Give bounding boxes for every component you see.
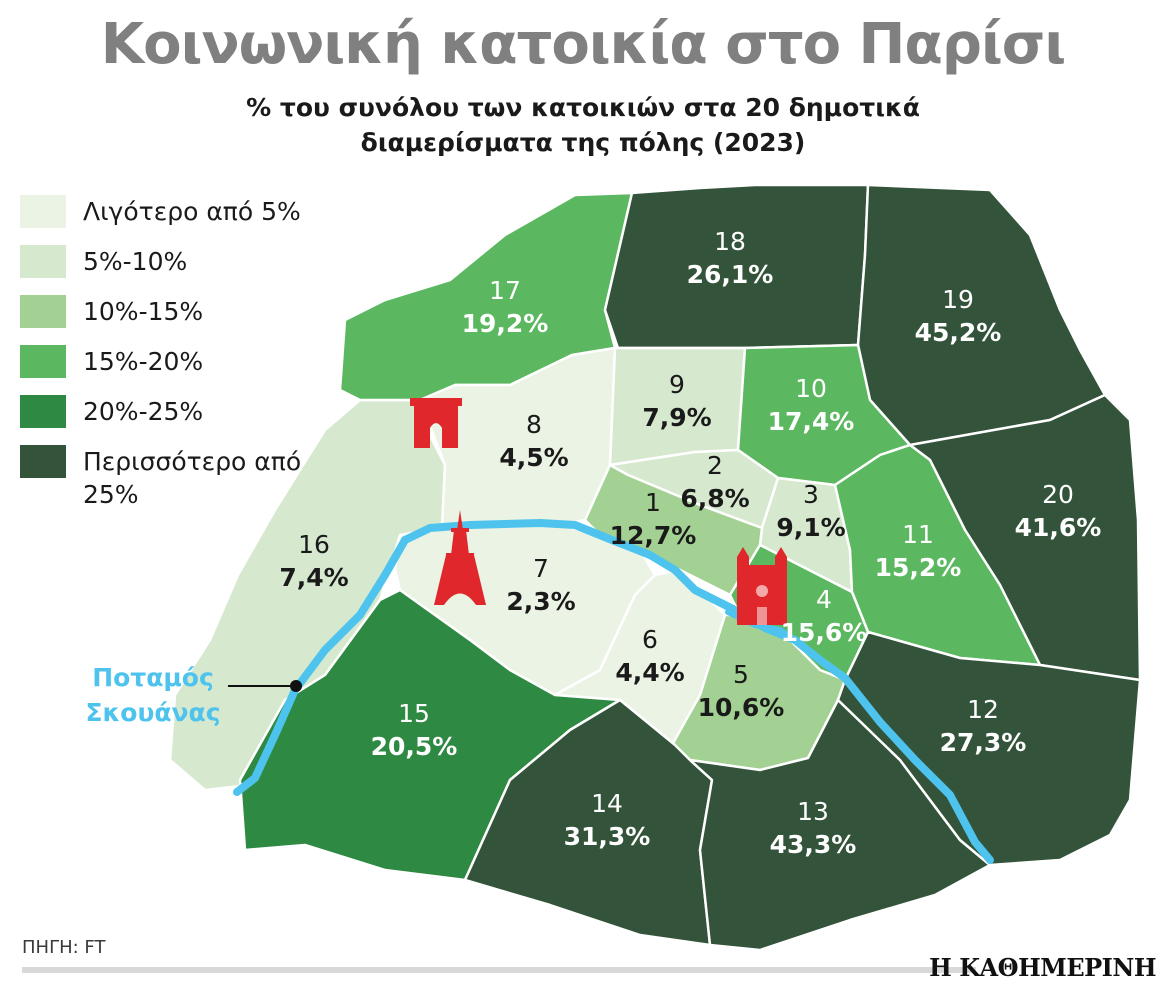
legend-item: 15%-20%	[20, 345, 323, 395]
arr-2-value: 6,8%	[680, 484, 749, 513]
arr-14-number: 14	[591, 789, 623, 818]
arr-8-value: 4,5%	[499, 443, 568, 472]
arr-15-number: 15	[398, 699, 430, 728]
arr-1-number: 1	[645, 488, 661, 517]
arr-12-value: 27,3%	[940, 728, 1027, 757]
arr-10-value: 17,4%	[768, 407, 855, 436]
notre-dame-icon	[737, 547, 787, 625]
publisher-logo: Η ΚΑΘΗΜΕΡΙΝΗ	[929, 953, 1156, 982]
legend-item: 5%-10%	[20, 245, 323, 295]
legend-swatch	[20, 395, 66, 428]
arr-16-number: 16	[298, 530, 330, 559]
arr-11-region	[833, 443, 1042, 667]
arr-2-number: 2	[707, 451, 723, 480]
river-pointer-dot	[290, 680, 302, 692]
arr-3-value: 9,1%	[776, 513, 845, 542]
legend-item: 20%-25%	[20, 395, 323, 445]
arr-7-value: 2,3%	[506, 587, 575, 616]
arr-14-region	[463, 698, 714, 947]
arr-3-number: 3	[803, 480, 819, 509]
arr-18-number: 18	[714, 227, 746, 256]
river-label-line-2: Σκουάνας	[85, 698, 220, 727]
arr-17-value: 19,2%	[462, 309, 549, 338]
arr-19-region	[856, 183, 1107, 447]
legend: Λιγότερο από 5% 5%-10% 10%-15% 15%-20% 2…	[20, 195, 323, 509]
arr-20-number: 20	[1042, 480, 1074, 509]
legend-label: 15%-20%	[83, 347, 204, 376]
legend-swatch	[20, 195, 66, 228]
arr-12-number: 12	[967, 695, 999, 724]
arr-19-number: 19	[942, 285, 974, 314]
chart-subtitle: % του συνόλου των κατοικιών στα 20 δημοτ…	[0, 90, 1166, 160]
arc-de-triomphe-icon	[410, 398, 462, 448]
legend-label: 10%-15%	[83, 297, 204, 326]
legend-swatch	[20, 345, 66, 378]
arr-6-value: 4,4%	[615, 658, 684, 687]
source-note: ΠΗΓΗ: FT	[22, 937, 106, 958]
legend-label: Περισσότερο από 25%	[83, 447, 302, 509]
arr-4-value: 15,6%	[781, 618, 868, 647]
arr-9-value: 7,9%	[642, 403, 711, 432]
arr-17-number: 17	[489, 276, 521, 305]
arr-13-region	[688, 698, 992, 952]
legend-label: 20%-25%	[83, 397, 204, 426]
arr-14-value: 31,3%	[564, 822, 651, 851]
arr-1-value: 12,7%	[610, 521, 697, 550]
eiffel-tower-icon	[434, 510, 486, 605]
arr-13-number: 13	[797, 797, 829, 826]
legend-swatch	[20, 295, 66, 328]
arr-12-region	[836, 630, 1142, 867]
subtitle-line-1: % του συνόλου των κατοικιών στα 20 δημοτ…	[246, 93, 920, 122]
arr-10-number: 10	[795, 374, 827, 403]
footer-divider	[22, 967, 976, 973]
arr-6-number: 6	[642, 625, 658, 654]
arr-18-value: 26,1%	[687, 260, 774, 289]
arr-15-value: 20,5%	[371, 732, 458, 761]
arr-5-number: 5	[733, 660, 749, 689]
seine-river	[233, 519, 994, 864]
legend-label: 5%-10%	[83, 247, 188, 276]
arr-20-value: 41,6%	[1015, 513, 1102, 542]
legend-swatch	[20, 445, 66, 478]
arr-19-value: 45,2%	[915, 318, 1002, 347]
legend-item: Λιγότερο από 5%	[20, 195, 323, 245]
arr-5-value: 10,6%	[698, 693, 785, 722]
arr-8-number: 8	[526, 410, 542, 439]
river-label-line-1: Ποταμός	[92, 663, 214, 692]
subtitle-line-2: διαμερίσματα της πόλης (2023)	[360, 128, 806, 157]
legend-swatch	[20, 245, 66, 278]
arr-11-value: 15,2%	[875, 553, 962, 582]
arr-7-number: 7	[533, 554, 549, 583]
arr-15-region	[238, 588, 622, 882]
arr-9-number: 9	[669, 370, 685, 399]
arr-4-number: 4	[816, 585, 832, 614]
arr-16-value: 7,4%	[279, 563, 348, 592]
legend-item: 10%-15%	[20, 295, 323, 345]
chart-title: Κοινωνική κατοικία στο Παρίσι	[100, 12, 1066, 77]
legend-label: Λιγότερο από 5%	[83, 197, 301, 226]
arr-13-value: 43,3%	[770, 830, 857, 859]
arr-11-number: 11	[902, 520, 934, 549]
legend-item: Περισσότερο από 25%	[20, 445, 323, 509]
